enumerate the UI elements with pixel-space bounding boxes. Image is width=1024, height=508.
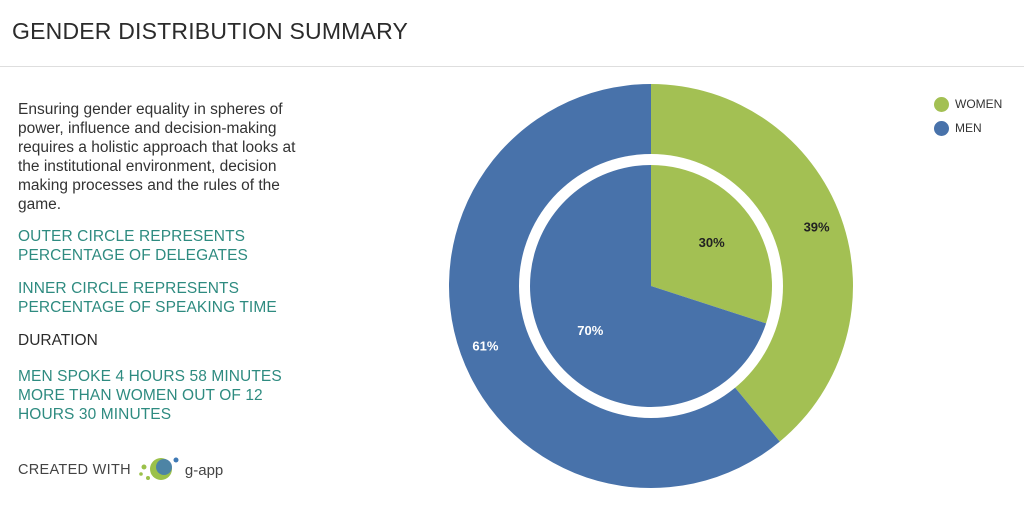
inner-ring-label-women: 30% — [699, 235, 725, 250]
inner-ring-slice-women[interactable] — [651, 165, 772, 324]
header: GENDER DISTRIBUTION SUMMARY — [0, 0, 1024, 67]
legend-swatch-men — [934, 120, 949, 136]
credit-text: CREATED WITH — [18, 462, 131, 478]
credit-brand: g-app — [184, 461, 224, 479]
legend-label-women: WOMEN — [955, 97, 1003, 111]
legend: WOMEN MEN — [934, 92, 1002, 140]
inner-ring-slice-men[interactable] — [529, 165, 767, 407]
summary-panel: Ensuring gender equality in spheres of p… — [18, 100, 318, 423]
outer-ring-label-women: 39% — [804, 219, 830, 234]
inner-ring-label-men: 70% — [577, 323, 603, 338]
duration-text: MEN SPOKE 4 HOURS 58 MINUTES MORE THAN W… — [18, 368, 282, 423]
page-title: GENDER DISTRIBUTION SUMMARY — [12, 18, 409, 44]
legend-swatch-women — [934, 96, 949, 112]
credit: CREATED WITH g-app — [18, 455, 223, 485]
legend-item-women[interactable]: WOMEN — [934, 92, 1002, 116]
duration-label: DURATION — [18, 332, 98, 349]
outer-ring-label-men: 61% — [472, 339, 498, 354]
intro-text: Ensuring gender equality in spheres of p… — [18, 101, 296, 213]
legend-item-men[interactable]: MEN — [934, 116, 1002, 140]
g-app-logo-icon — [139, 457, 179, 480]
legend-label-men: MEN — [955, 121, 982, 135]
inner-circle-note: INNER CIRCLE REPRESENTS PERCENTAGE OF SP… — [18, 280, 277, 316]
outer-circle-note: OUTER CIRCLE REPRESENTS PERCENTAGE OF DE… — [18, 228, 248, 264]
